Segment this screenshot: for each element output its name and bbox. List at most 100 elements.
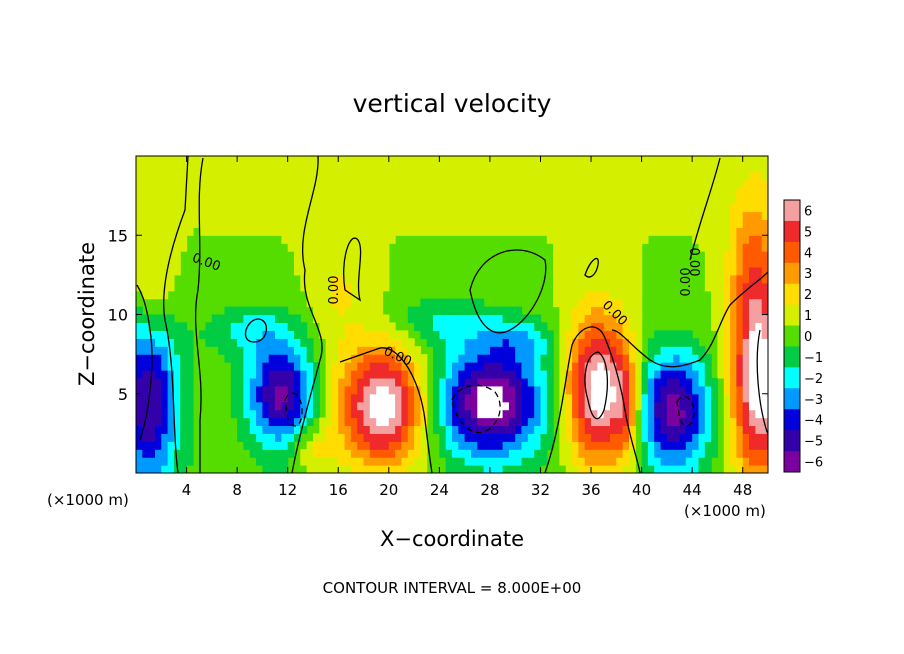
heatmap-cell	[692, 377, 700, 387]
heatmap-cell	[395, 163, 403, 173]
heatmap-cell	[357, 156, 365, 165]
heatmap-cell	[685, 362, 693, 371]
heatmap-cell	[629, 219, 636, 228]
heatmap-cell	[357, 187, 365, 197]
heatmap-cell	[666, 156, 674, 165]
heatmap-cell	[742, 243, 750, 252]
heatmap-cell	[199, 211, 207, 221]
heatmap-cell	[742, 346, 750, 355]
heatmap-cell	[243, 203, 251, 213]
heatmap-cell	[527, 457, 535, 466]
heatmap-cell	[477, 441, 485, 450]
heatmap-cell	[711, 441, 719, 450]
heatmap-cell	[155, 259, 162, 268]
heatmap-cell	[603, 457, 611, 466]
heatmap-cell	[698, 195, 706, 205]
heatmap-cell	[736, 243, 744, 252]
heatmap-cell	[483, 219, 491, 228]
heatmap-cell	[565, 298, 573, 308]
heatmap-cell	[439, 219, 447, 228]
heatmap-cell	[723, 187, 731, 197]
heatmap-cell	[142, 243, 150, 252]
heatmap-cell	[761, 266, 768, 276]
heatmap-cell	[186, 227, 194, 236]
heatmap-cell	[331, 171, 339, 181]
heatmap-cell	[275, 393, 282, 403]
heatmap-cell	[635, 377, 643, 387]
heatmap-cell	[622, 251, 630, 260]
heatmap-cell	[275, 203, 282, 213]
heatmap-cell	[142, 401, 150, 411]
heatmap-cell	[736, 417, 744, 427]
heatmap-cell	[136, 251, 143, 260]
heatmap-cell	[660, 227, 668, 236]
heatmap-cell	[142, 377, 150, 387]
heatmap-cell	[629, 290, 636, 300]
heatmap-cell	[338, 377, 346, 387]
heatmap-cell	[395, 449, 403, 458]
heatmap-cell	[578, 393, 586, 403]
heatmap-cell	[388, 457, 396, 466]
heatmap-cell	[736, 203, 744, 213]
heatmap-cell	[559, 338, 567, 347]
heatmap-cell	[730, 282, 738, 292]
heatmap-cell	[300, 203, 308, 213]
heatmap-cell	[388, 211, 396, 221]
heatmap-cell	[439, 393, 447, 403]
heatmap-cell	[559, 243, 567, 252]
heatmap-cell	[717, 235, 725, 244]
heatmap-cell	[572, 393, 580, 403]
heatmap-cell	[281, 385, 289, 395]
heatmap-cell	[489, 401, 497, 411]
contour-line	[544, 326, 641, 473]
heatmap-cell	[565, 457, 573, 466]
heatmap-cell	[319, 235, 327, 244]
heatmap-cell	[711, 266, 719, 276]
heatmap-cell	[369, 251, 377, 260]
heatmap-cell	[294, 219, 301, 228]
heatmap-cell	[325, 219, 333, 228]
heatmap-cell	[717, 259, 725, 268]
heatmap-cell	[388, 354, 396, 363]
heatmap-cell	[401, 425, 409, 434]
heatmap-cell	[458, 433, 466, 442]
heatmap-cell	[294, 156, 301, 165]
heatmap-cell	[148, 195, 156, 205]
heatmap-cell	[527, 377, 535, 387]
heatmap-cell	[186, 179, 194, 189]
heatmap-cell	[597, 354, 605, 363]
heatmap-cell	[654, 409, 662, 419]
heatmap-cell	[319, 457, 327, 466]
heatmap-cell	[534, 195, 542, 205]
heatmap-cell	[654, 449, 662, 458]
heatmap-cell	[742, 298, 750, 308]
heatmap-cell	[616, 243, 624, 252]
heatmap-cell	[546, 441, 554, 450]
heatmap-cell	[471, 377, 478, 387]
heatmap-cell	[515, 195, 523, 205]
heatmap-cell	[647, 195, 655, 205]
heatmap-cell	[502, 179, 510, 189]
heatmap-cell	[673, 465, 681, 473]
heatmap-cell	[256, 338, 264, 347]
heatmap-cell	[584, 385, 592, 395]
heatmap-cell	[445, 433, 453, 442]
heatmap-cell	[325, 322, 333, 331]
heatmap-cell	[540, 211, 548, 221]
heatmap-cell	[369, 354, 377, 363]
heatmap-cell	[717, 338, 725, 347]
heatmap-cell	[148, 401, 156, 411]
heatmap-cell	[534, 156, 542, 165]
heatmap-cell	[477, 409, 485, 419]
heatmap-cell	[471, 211, 478, 221]
heatmap-cell	[256, 401, 264, 411]
heatmap-cell	[527, 195, 535, 205]
heatmap-cell	[692, 227, 700, 236]
heatmap-cell	[597, 385, 605, 395]
heatmap-cell	[584, 227, 592, 236]
heatmap-cell	[338, 362, 346, 371]
heatmap-cell	[319, 243, 327, 252]
heatmap-cell	[420, 314, 428, 324]
heatmap-cell	[300, 179, 308, 189]
heatmap-cell	[344, 322, 352, 331]
